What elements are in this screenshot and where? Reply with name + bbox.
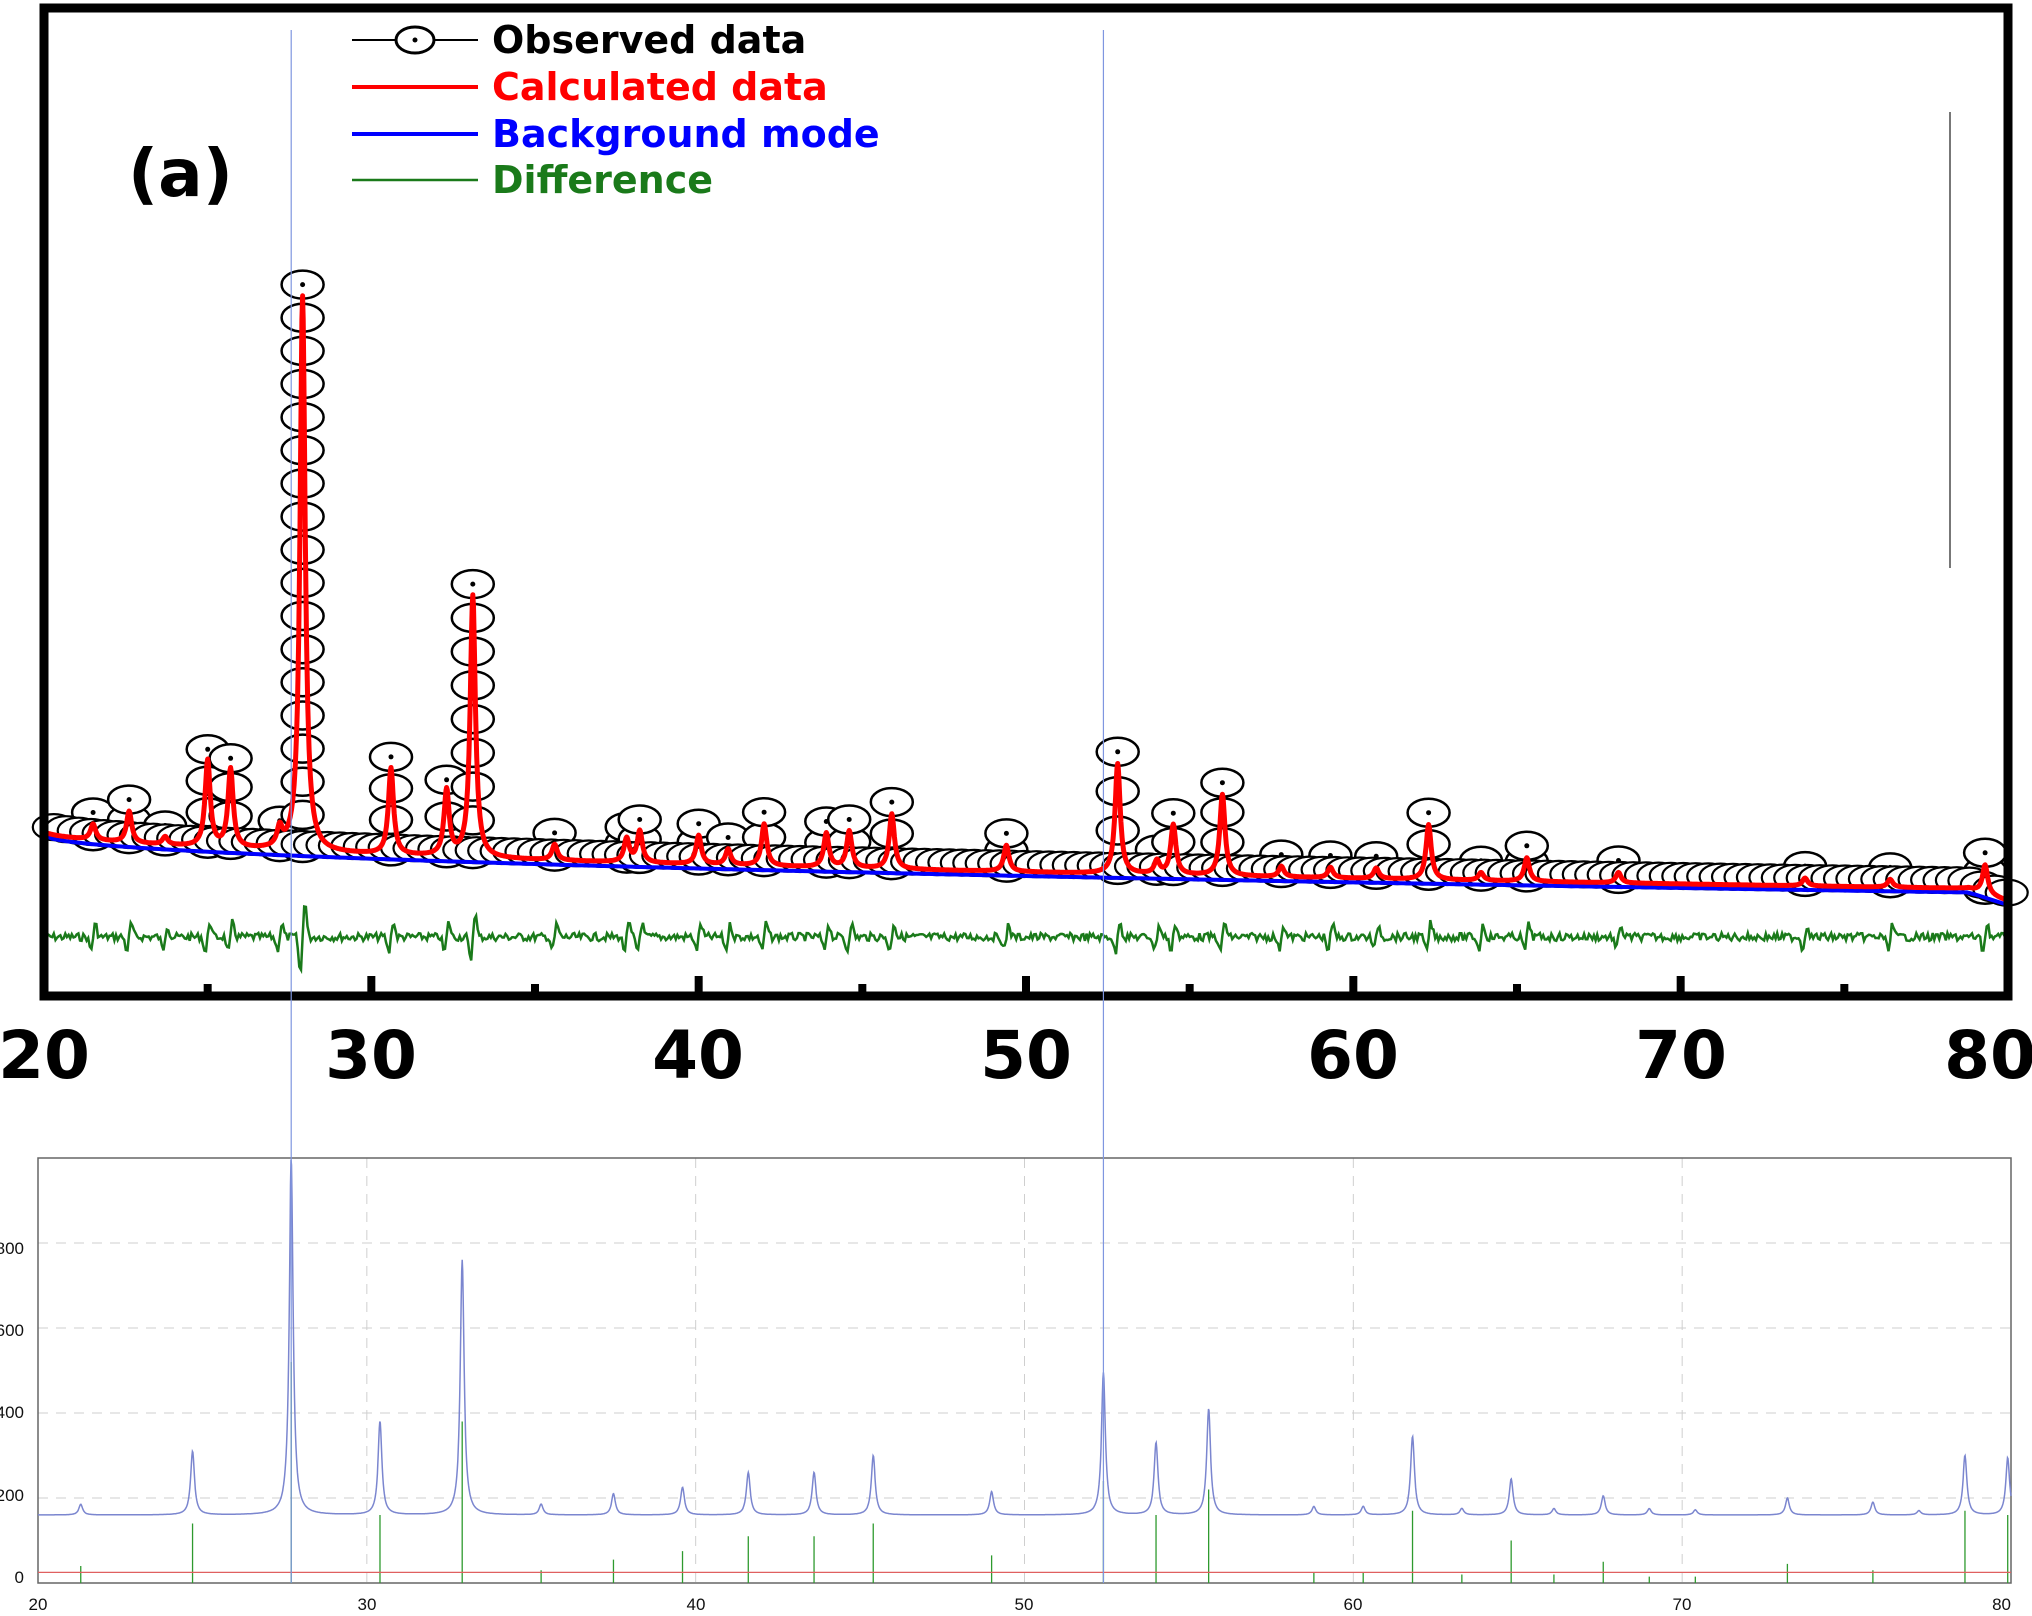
- observed-point-dot: [228, 755, 234, 761]
- observed-point: [280, 567, 325, 599]
- x-axis-tick-labels: 20 30 40 50 60 70 80: [0, 1017, 2032, 1094]
- diffractogram-panel: 0 200 400 600 800 20 30 40 50 60 70 80: [0, 1157, 2012, 1614]
- calculated-line: [41, 293, 2010, 903]
- observed-point-dot: [300, 282, 306, 288]
- panel-label: (a): [128, 135, 233, 212]
- bottom-x-tick-label-30: 30: [358, 1595, 377, 1614]
- x-tick-label-20: 20: [0, 1017, 90, 1094]
- x-tick-label-50: 50: [980, 1017, 1072, 1094]
- bottom-x-tick-label-80: 80: [1992, 1595, 2011, 1614]
- grid: [38, 1158, 2011, 1583]
- observed-point-dot: [1115, 749, 1121, 755]
- bottom-x-tick-label-20: 20: [29, 1595, 48, 1614]
- observed-point: [280, 733, 325, 764]
- observed-point-dot: [388, 754, 394, 760]
- observed-point: [280, 667, 325, 698]
- observed-point-dot: [205, 746, 211, 752]
- observed-point: [450, 771, 496, 802]
- legend-item-calculated: Calculated data: [352, 65, 828, 109]
- legend-item-observed: Observed data: [352, 18, 806, 62]
- observed-point-dot: [1426, 810, 1432, 816]
- observed-point-dot: [126, 797, 132, 803]
- observed-point-dot: [761, 809, 767, 815]
- legend-item-background: Background mode: [352, 112, 880, 156]
- x-tick-label-30: 30: [325, 1017, 417, 1094]
- legend-calculated-label: Calculated data: [492, 65, 828, 109]
- observed-point-dot: [1524, 843, 1530, 849]
- reference-sticks: [80, 1362, 2009, 1583]
- y-tick-label-200: 200: [0, 1486, 24, 1505]
- bottom-x-tick-label-50: 50: [1015, 1595, 1034, 1614]
- diffraction-pattern-line: [38, 1159, 2012, 1516]
- bottom-x-tick-label-40: 40: [687, 1595, 706, 1614]
- bottom-plot-frame: [37, 1157, 2012, 1584]
- observed-point: [450, 805, 496, 836]
- y-tick-label-400: 400: [0, 1403, 24, 1422]
- observed-point: [280, 534, 325, 566]
- observed-point-dot: [889, 799, 895, 805]
- bottom-x-axis-tick-labels: 20 30 40 50 60 70 80: [29, 1595, 2011, 1614]
- observed-point: [280, 766, 325, 798]
- observed-point: [1095, 815, 1140, 846]
- observed-point: [280, 600, 325, 632]
- observed-point: [450, 703, 496, 735]
- observed-point-dot: [1219, 780, 1225, 786]
- legend-observed-dot: [412, 37, 418, 43]
- observed-point: [1200, 826, 1245, 858]
- legend-observed-label: Observed data: [492, 18, 806, 62]
- observed-point-dot: [1170, 810, 1176, 816]
- difference-line: [43, 904, 2009, 975]
- observed-point-dot: [725, 835, 731, 840]
- observed-point: [280, 700, 325, 731]
- bottom-x-tick-label-70: 70: [1673, 1595, 1692, 1614]
- observed-point: [280, 633, 325, 665]
- legend-difference-label: Difference: [492, 158, 713, 202]
- observed-point-dot: [470, 581, 476, 587]
- y-tick-label-800: 800: [0, 1239, 24, 1258]
- x-tick-label-40: 40: [652, 1017, 744, 1094]
- observed-point-dot: [696, 821, 702, 827]
- observed-point-dot: [846, 817, 852, 822]
- x-tick-label-80: 80: [1944, 1017, 2032, 1094]
- observed-series: [31, 269, 2029, 907]
- observed-point-dot: [1003, 830, 1009, 836]
- legend-background-label: Background mode: [492, 112, 880, 156]
- legend: Observed data Calculated data Background…: [352, 18, 880, 202]
- x-tick-label-70: 70: [1635, 1017, 1727, 1094]
- observed-point-dot: [1982, 850, 1988, 856]
- x-axis-ticks: [40, 976, 2012, 996]
- x-tick-label-60: 60: [1307, 1017, 1399, 1094]
- observed-point-dot: [637, 817, 643, 822]
- refinement-panel: (a) Observed data Calculated data Backgr…: [0, 3, 2032, 1094]
- y-tick-label-0: 0: [15, 1568, 24, 1587]
- observed-point-dot: [444, 777, 450, 783]
- bottom-x-tick-label-60: 60: [1344, 1595, 1363, 1614]
- legend-item-difference: Difference: [352, 158, 713, 202]
- bottom-y-axis-tick-labels: 0 200 400 600 800: [0, 1239, 24, 1587]
- guide-lines: [290, 30, 1105, 1583]
- observed-point: [368, 804, 414, 836]
- y-tick-label-600: 600: [0, 1321, 24, 1340]
- observed-point-dot: [552, 830, 558, 836]
- background-model-line: [43, 833, 2009, 907]
- observed-point-dot: [90, 810, 96, 815]
- observed-point: [450, 737, 496, 769]
